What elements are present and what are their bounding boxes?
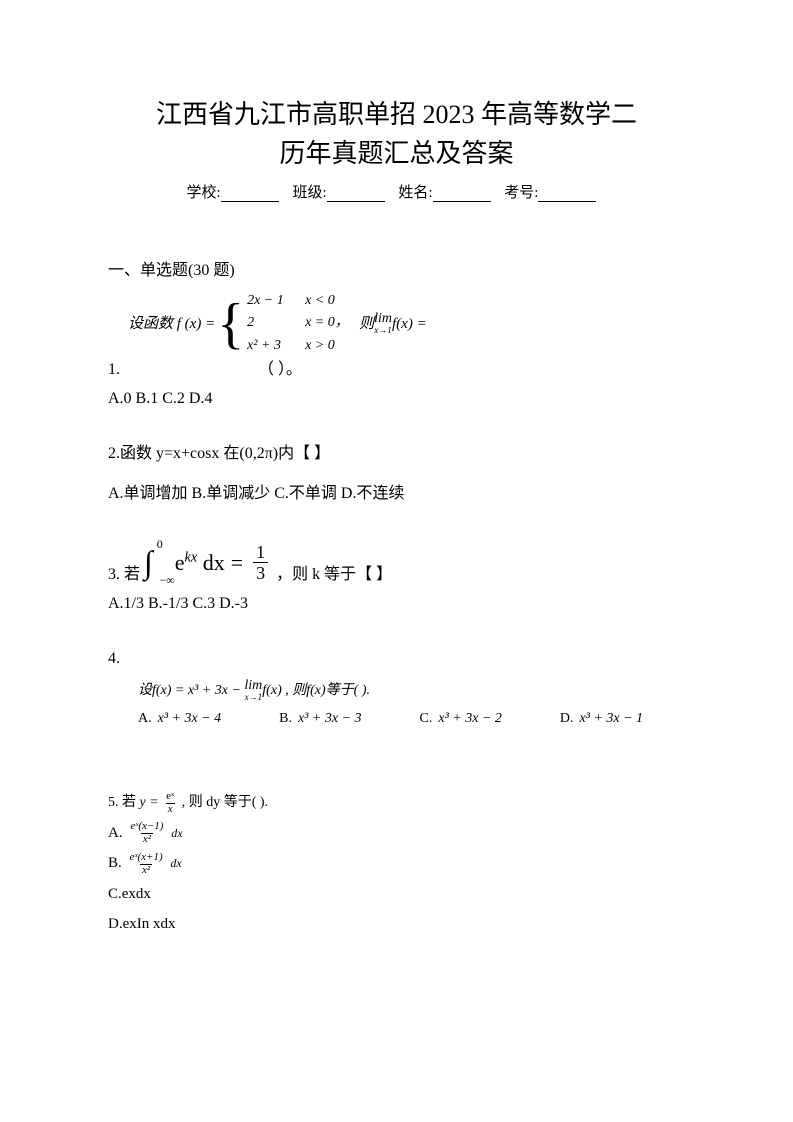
q4-number: 4. — [108, 646, 685, 672]
q1-lim-bottom: x→1 — [374, 326, 392, 334]
q4-optC: C. x³ + 3x − 2 — [420, 708, 502, 730]
q3-integrand: ekx dx — [175, 545, 225, 580]
q4-optC-label: C. — [420, 711, 433, 726]
q4-lim-bottom: x→1 — [245, 693, 263, 701]
q4-optB: B. x³ + 3x − 3 — [279, 708, 361, 730]
q5-optB-num: eˣ(x+1) — [128, 852, 165, 864]
class-blank[interactable] — [327, 186, 385, 202]
q1-p2-expr: 2 — [247, 312, 305, 334]
q5-number: 5. — [108, 795, 119, 810]
q3-lower: −∞ — [159, 571, 174, 590]
q3-number: 3. — [108, 562, 120, 588]
class-label: 班级: — [292, 185, 326, 201]
q4-optC-text: x³ + 3x − 2 — [438, 711, 502, 726]
q5-stem: 5. 若 y = eˣ x , 则 dy 等于( ). — [108, 791, 685, 815]
q5-optA-num: eˣ(x−1) — [128, 821, 165, 833]
q3-dx: dx — [203, 550, 225, 575]
q1-lim: lim x→1 — [374, 313, 392, 334]
q4-optA-label: A. — [138, 711, 152, 726]
q1-p3-cond: x > 0 — [305, 335, 353, 357]
q3-e: e — [175, 550, 185, 575]
q5-optC: C.exdx — [108, 882, 685, 906]
q5-frac1-den: x — [166, 803, 175, 815]
q3-frac: 1 3 — [253, 543, 268, 582]
q1-lim-top: lim — [374, 313, 392, 326]
integral-icon: ∫ 0 −∞ — [144, 537, 153, 588]
school-label: 学校: — [187, 185, 221, 201]
page-title-line1: 江西省九江市高职单招 2023 年高等数学二 — [108, 95, 685, 134]
q3-sup: kx — [185, 549, 198, 565]
page-title-line2: 历年真题汇总及答案 — [108, 134, 685, 173]
q5-optA-den: x² — [141, 833, 153, 845]
q1-tail-prefix: 则 — [359, 312, 374, 336]
q3-integral: ∫ 0 −∞ ekx dx = 1 3 — [144, 537, 272, 588]
question-5: 5. 若 y = eˣ x , 则 dy 等于( ). A. eˣ(x−1) x… — [108, 791, 685, 936]
q5-optB-label: B. — [108, 855, 122, 871]
q1-p3-expr: x² + 3 — [247, 335, 305, 357]
q4-optD-label: D. — [560, 711, 574, 726]
q5-optB-suffix: dx — [170, 856, 181, 870]
q5-optA-frac: eˣ(x−1) x² — [128, 821, 165, 845]
q5-optB: B. eˣ(x+1) x² dx — [108, 851, 685, 876]
q5-optA-suffix: dx — [171, 826, 182, 840]
q1-options: A.0 B.1 C.2 D.4 — [108, 386, 685, 412]
brace-icon: { — [217, 296, 244, 352]
q4-optA-text: x³ + 3x − 4 — [158, 711, 222, 726]
q1-math: 设函数 f (x) = { 2x − 1x < 0 2x = 0， x² + 3… — [108, 290, 427, 357]
q4-stem-prefix: 设f(x) = x³ + 3x − — [138, 683, 244, 698]
q4-optD-text: x³ + 3x − 1 — [580, 711, 644, 726]
q3-options: A.1/3 B.-1/3 C.3 D.-3 — [108, 591, 685, 617]
q4-stem-suffix: f(x) , 则f(x)等于( ). — [262, 683, 370, 698]
q5-optD: D.exIn xdx — [108, 912, 685, 936]
q3-tail: ，则 k 等于【 】 — [276, 562, 392, 588]
q4-optB-text: x³ + 3x − 3 — [298, 711, 362, 726]
q4-optB-label: B. — [279, 711, 292, 726]
q5-prefix: 若 — [122, 795, 140, 810]
q5-options: A. eˣ(x−1) x² dx B. eˣ(x+1) x² dx C.exdx… — [108, 821, 685, 936]
q5-optB-den: x² — [140, 864, 152, 876]
q4-optA: A. x³ + 3x − 4 — [138, 708, 221, 730]
q5-optA: A. eˣ(x−1) x² dx — [108, 821, 685, 846]
q1-p1-cond: x < 0 — [305, 290, 353, 312]
question-3: 3. 若 ∫ 0 −∞ ekx dx = 1 3 ，则 k 等于【 】 A.1/… — [108, 537, 685, 617]
q5-optA-label: A. — [108, 825, 123, 841]
q4-optD: D. x³ + 3x − 1 — [560, 708, 643, 730]
q5-yeq: y = — [140, 795, 159, 810]
q5-optB-frac: eˣ(x+1) x² — [128, 852, 165, 876]
q3-frac-den: 3 — [253, 562, 268, 582]
q3-eq: = — [231, 545, 243, 580]
student-info-line: 学校: 班级: 姓名: 考号: — [108, 181, 685, 202]
q1-prefix: 设函数 f (x) = — [128, 312, 215, 336]
examno-label: 考号: — [504, 185, 538, 201]
section-title: 一、单选题(30 题) — [108, 256, 685, 280]
q1-p2-cond: x = 0， — [305, 312, 353, 334]
question-2: 2.函数 y=x+cosx 在(0,2π)内【 】 A.单调增加 B.单调减少 … — [108, 441, 685, 506]
q3-frac-num: 1 — [253, 543, 268, 562]
q5-mid: , 则 dy 等于( ). — [182, 795, 268, 810]
q4-lim: limx→1 — [244, 680, 262, 701]
q5-frac1: eˣ x — [164, 791, 176, 815]
q4-options: A. x³ + 3x − 4 B. x³ + 3x − 3 C. x³ + 3x − … — [108, 708, 685, 730]
q3-upper: 0 — [157, 535, 163, 554]
q2-stem: 2.函数 y=x+cosx 在(0,2π)内【 】 — [108, 441, 685, 467]
q1-piecewise: 2x − 1x < 0 2x = 0， x² + 3x > 0 — [247, 290, 353, 357]
q2-options: A.单调增加 B.单调减少 C.不单调 D.不连续 — [108, 481, 685, 507]
q1-number: 1. — [108, 361, 120, 378]
examno-blank[interactable] — [538, 186, 596, 202]
q5-frac1-num: eˣ — [164, 791, 176, 803]
q1-paren: （ ）。 — [258, 361, 302, 378]
q1-fx: f(x) = — [392, 312, 427, 336]
name-blank[interactable] — [433, 186, 491, 202]
question-4: 4. 设f(x) = x³ + 3x − limx→1f(x) , 则f(x)等… — [108, 646, 685, 730]
q1-p1-expr: 2x − 1 — [247, 290, 305, 312]
question-1: 设函数 f (x) = { 2x − 1x < 0 2x = 0， x² + 3… — [108, 290, 685, 411]
q3-prefix: 若 — [124, 562, 140, 588]
q4-stem: 设f(x) = x³ + 3x − limx→1f(x) , 则f(x)等于( … — [108, 680, 685, 702]
name-label: 姓名: — [398, 185, 432, 201]
school-blank[interactable] — [221, 186, 279, 202]
